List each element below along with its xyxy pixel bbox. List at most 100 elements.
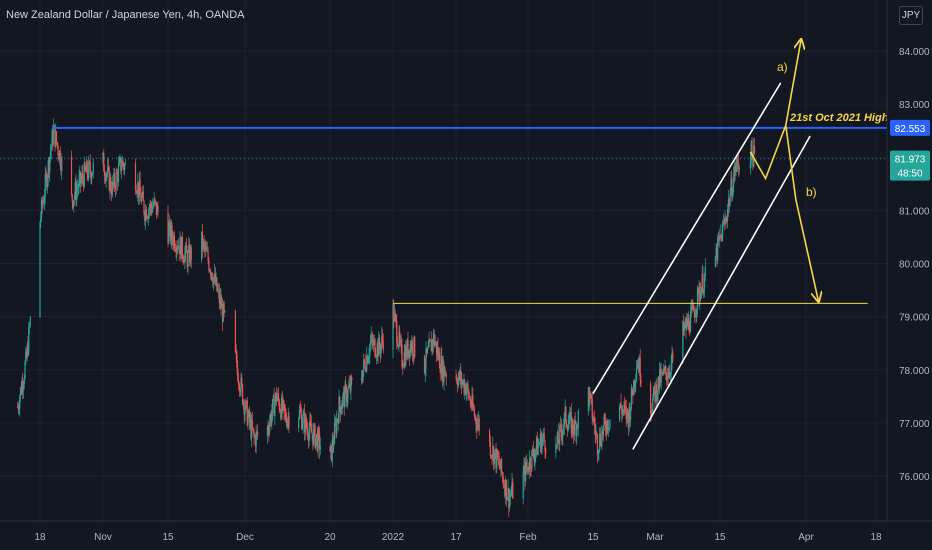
candle-body: [256, 431, 258, 433]
candle-body: [442, 359, 444, 382]
candle-body: [76, 188, 79, 190]
candle-body: [506, 497, 508, 500]
candle-body: [703, 289, 705, 294]
time-scale-panel[interactable]: [0, 521, 932, 550]
candle-body: [201, 231, 204, 249]
candle-body: [403, 352, 405, 366]
candle-body: [509, 495, 511, 497]
candle-body: [592, 418, 594, 421]
candle-body: [138, 179, 140, 198]
candle-body: [74, 182, 76, 196]
candle-body: [665, 366, 667, 374]
candle-body: [512, 482, 514, 499]
drawing-overlays: a) b) 21st Oct 2021 High: [0, 40, 889, 450]
candle-body: [210, 272, 212, 275]
candle-body: [345, 386, 348, 403]
candle-body: [382, 340, 384, 350]
candle-body: [640, 380, 642, 384]
price-scale-panel[interactable]: [887, 0, 932, 550]
candle-body: [43, 196, 46, 203]
candle-body: [729, 194, 731, 206]
candle-body: [190, 247, 192, 260]
candle-body: [237, 380, 240, 384]
candle-body: [688, 317, 690, 331]
candle-body: [411, 341, 413, 350]
candle-body: [399, 331, 401, 342]
candle-body: [493, 452, 495, 465]
candle-body: [313, 425, 315, 429]
candle-body: [251, 420, 253, 438]
currency-button[interactable]: JPY: [899, 6, 923, 25]
candle-body: [239, 390, 241, 393]
candle-body: [134, 163, 137, 191]
candle-body: [630, 387, 632, 409]
candle-body: [726, 209, 729, 221]
candle-body: [632, 394, 634, 396]
candle-body: [312, 434, 314, 445]
candle-body: [717, 237, 719, 261]
candle-body: [21, 381, 23, 394]
candle-body: [255, 432, 257, 447]
candle-body: [364, 362, 366, 370]
candle-body: [653, 386, 655, 391]
candle-body: [206, 250, 208, 252]
candle-body: [429, 339, 431, 341]
candle-body: [577, 411, 579, 428]
candle-body: [532, 448, 535, 456]
candle-body: [408, 349, 410, 357]
candle-body: [649, 383, 652, 413]
candle-body: [272, 395, 274, 400]
candle-body: [624, 406, 627, 408]
candle-body: [602, 425, 604, 436]
candle-body: [309, 420, 311, 431]
candle-body: [188, 245, 190, 252]
candle-body: [408, 349, 411, 357]
candle-body: [463, 380, 465, 393]
candle-body: [670, 362, 672, 375]
candle-body: [286, 420, 289, 427]
candle-body: [698, 288, 700, 301]
candle-body: [24, 362, 26, 379]
candle-body: [430, 340, 432, 352]
candle-body: [339, 397, 341, 407]
candle-body: [528, 457, 531, 472]
candle-body: [122, 160, 124, 166]
candle-body: [299, 409, 301, 412]
candle-body: [308, 430, 310, 441]
candle-body: [49, 151, 52, 158]
candle-body: [607, 420, 609, 430]
candle-body: [82, 173, 84, 179]
candle-body: [236, 354, 238, 368]
candle-body: [638, 357, 641, 373]
candle-body: [469, 398, 471, 405]
candle-body: [569, 412, 571, 422]
candle-body: [78, 178, 80, 189]
candle-body: [574, 420, 576, 424]
channel-upper-line: [592, 82, 782, 395]
candle-body: [151, 207, 153, 213]
candle-body: [413, 336, 415, 357]
candle-body: [511, 482, 513, 494]
candle-body: [329, 446, 331, 452]
candle-body: [145, 209, 147, 220]
candle-body: [733, 165, 735, 177]
candle-body: [558, 443, 560, 445]
last-price-badge-text: 81.973: [895, 155, 926, 166]
candle-body: [542, 437, 544, 440]
candle-body: [154, 198, 156, 202]
candle-body: [277, 393, 279, 399]
candle-body: [700, 287, 703, 299]
candle-body: [400, 340, 402, 345]
candle-body: [348, 386, 350, 388]
candle-body: [539, 433, 541, 444]
candle-body: [544, 440, 546, 451]
candle-body: [348, 382, 351, 387]
candle-body: [628, 406, 630, 429]
candle-body: [70, 156, 73, 195]
candle-body: [49, 157, 51, 173]
x-tick-label: Nov: [94, 532, 112, 543]
candle-body: [306, 426, 308, 429]
candle-body: [405, 346, 408, 357]
